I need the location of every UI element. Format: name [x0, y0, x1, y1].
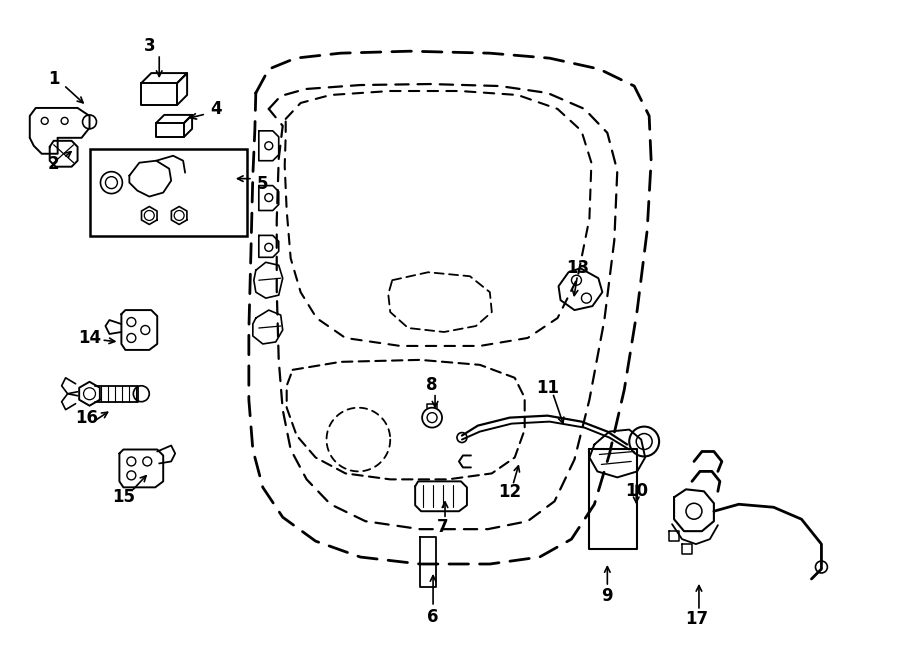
Text: 6: 6	[428, 608, 439, 626]
Text: 14: 14	[78, 329, 101, 347]
Text: 15: 15	[112, 488, 135, 506]
Text: 16: 16	[75, 408, 98, 426]
Text: 9: 9	[601, 587, 613, 605]
Text: 10: 10	[625, 483, 648, 500]
Text: 7: 7	[437, 518, 449, 536]
Text: 2: 2	[48, 155, 59, 173]
Text: 5: 5	[257, 175, 268, 192]
Text: 3: 3	[143, 37, 155, 56]
Text: 8: 8	[427, 375, 437, 394]
Text: 17: 17	[686, 610, 708, 628]
Text: 12: 12	[499, 483, 521, 501]
Text: 1: 1	[48, 70, 59, 88]
Text: 13: 13	[566, 259, 589, 277]
Text: 11: 11	[536, 379, 559, 397]
Text: 4: 4	[211, 100, 221, 118]
Bar	[89, 149, 247, 237]
